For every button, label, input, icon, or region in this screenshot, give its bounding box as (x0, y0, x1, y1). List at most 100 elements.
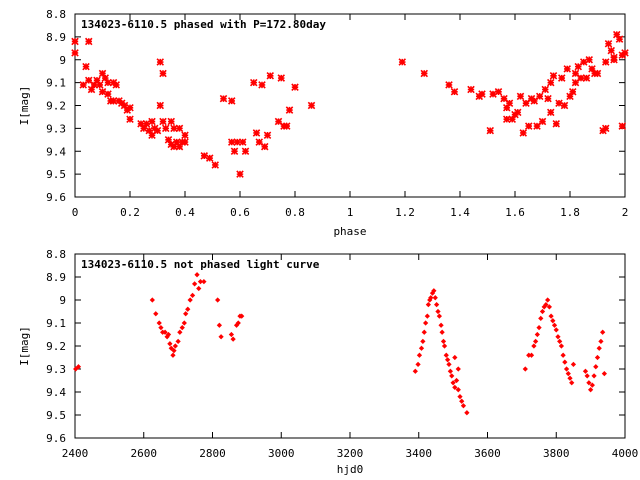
y-tick-label: 9.4 (46, 145, 66, 158)
data-point (149, 297, 155, 303)
data-point (189, 292, 196, 299)
data-point (230, 147, 239, 156)
data-point (533, 338, 539, 345)
data-point (551, 322, 558, 328)
data-point (194, 272, 200, 278)
data-point (445, 81, 453, 89)
data-point (589, 382, 595, 388)
data-point (192, 281, 198, 287)
data-point (528, 352, 535, 358)
data-point (618, 122, 627, 130)
chart-panel-1: 0 0.2 0.4 0.6 0.8 1 1.2 1.4 1.6 1.8 2 8.8 8.9 9 9.1 9.2… (18, 8, 629, 238)
data-point (478, 90, 486, 98)
x-tick-label: 2800 (199, 447, 226, 460)
data-point (215, 297, 221, 303)
x-tick-label: 3800 (543, 447, 570, 460)
data-point (452, 384, 458, 391)
data-point (494, 88, 503, 96)
data-point (582, 74, 591, 82)
data-point (464, 410, 470, 416)
data-point (560, 352, 566, 358)
data-point (431, 288, 437, 294)
y-tick-label: 9.1 (46, 317, 66, 330)
data-point (546, 78, 555, 87)
data-point (457, 393, 463, 400)
x-tick-label: 1.2 (395, 206, 415, 219)
y-tick-label: 9 (59, 54, 66, 67)
data-point (148, 117, 156, 126)
data-point (459, 398, 465, 404)
data-point (137, 120, 145, 128)
data-point (568, 88, 577, 96)
data-point (531, 343, 537, 349)
data-point (263, 131, 272, 140)
data-point (98, 88, 107, 96)
data-point (574, 62, 583, 71)
data-point (579, 58, 588, 66)
data-point (71, 49, 79, 57)
data-point (183, 311, 189, 317)
data-point (486, 126, 495, 135)
data-point (79, 81, 88, 89)
data-point (555, 99, 563, 107)
data-point (415, 361, 421, 368)
x-tick-label: 3600 (474, 447, 501, 460)
data-point (84, 37, 93, 46)
data-point (98, 69, 107, 78)
data-point (593, 364, 599, 370)
data-point (235, 320, 241, 326)
data-point (438, 322, 444, 328)
data-point (500, 94, 508, 103)
data-point (550, 318, 556, 324)
data-point (153, 311, 159, 317)
data-point (71, 37, 79, 46)
data-point (175, 142, 184, 151)
data-point (205, 154, 214, 162)
data-point (101, 74, 110, 82)
data-point (249, 78, 258, 87)
y-tick-label: 9.3 (46, 122, 66, 135)
data-point (566, 92, 574, 101)
data-point (552, 120, 561, 128)
data-point (560, 101, 569, 110)
data-point (452, 354, 458, 361)
data-point (75, 364, 82, 370)
data-point (227, 97, 236, 105)
data-point (539, 308, 546, 315)
x-tick-label: 0.6 (230, 206, 250, 219)
data-point (200, 152, 209, 160)
data-point (87, 85, 96, 94)
data-point (563, 65, 572, 73)
data-point (535, 92, 544, 101)
data-point (307, 101, 316, 110)
data-point (446, 361, 452, 368)
data-point (604, 39, 613, 48)
x-tick-label: 2600 (131, 447, 158, 460)
data-point (450, 88, 459, 96)
data-point (424, 313, 430, 319)
data-point (187, 297, 193, 303)
data-point (434, 301, 440, 308)
data-point (285, 106, 294, 114)
data-point (533, 122, 541, 130)
data-point (423, 320, 429, 326)
data-point (489, 90, 497, 98)
data-point (612, 30, 621, 39)
data-point (282, 122, 291, 130)
x-tick-label: 1 (347, 206, 354, 219)
data-point (615, 35, 624, 43)
x-tick-label: 2 (622, 206, 629, 219)
data-point (90, 81, 99, 89)
data-point (172, 138, 181, 146)
data-point (164, 136, 173, 144)
data-point (84, 76, 93, 85)
x-tick-label: 0.4 (175, 206, 195, 219)
y-tick-label: 9.6 (46, 432, 66, 445)
data-point (601, 370, 607, 377)
data-point (548, 313, 554, 319)
data-point (238, 138, 247, 146)
data-point (233, 138, 242, 146)
data-point (601, 124, 610, 133)
x-tick-label: 3000 (268, 447, 295, 460)
data-point (441, 343, 448, 349)
